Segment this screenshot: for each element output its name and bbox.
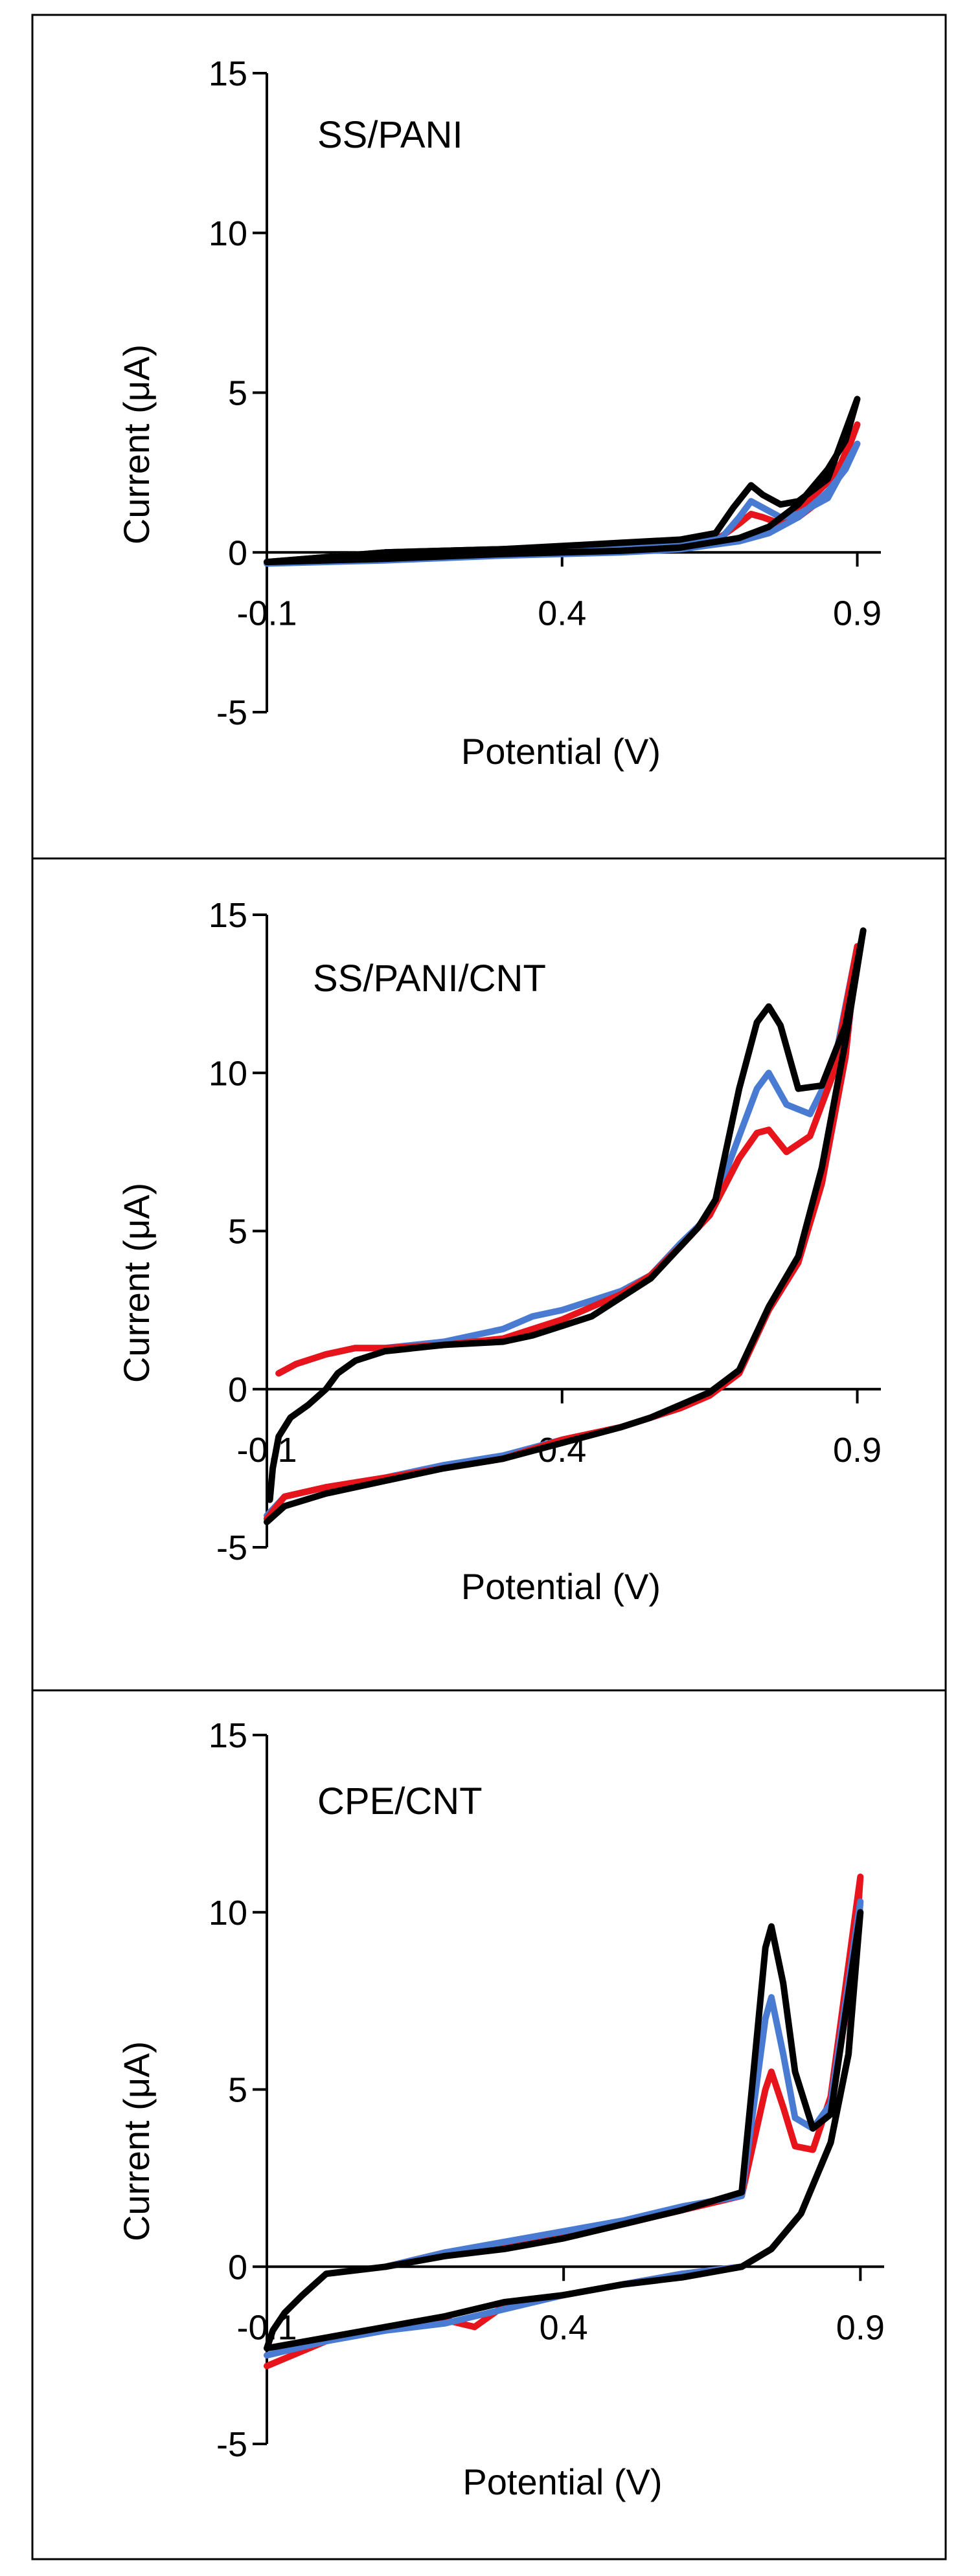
x-tick-label: 0.9 — [833, 1431, 882, 1470]
x-tick-label: 0.4 — [538, 594, 586, 633]
panel-2-title: SS/PANI/CNT — [313, 958, 546, 1000]
series-line-black — [264, 927, 867, 1525]
series-line-blue — [264, 1898, 864, 2359]
y-tick-label: 15 — [209, 896, 247, 935]
y-tick-label: 5 — [228, 374, 247, 413]
x-tick-label: 0.9 — [836, 2308, 885, 2347]
y-tick-label: 5 — [228, 2071, 247, 2110]
panel-1: SS/PANI -5 0 5 10 15 -0.1 0.4 0.9 Potential (V) C… — [31, 14, 947, 860]
x-tick-label: 0.4 — [540, 2308, 588, 2347]
x-tick-label: -0.1 — [236, 1431, 297, 1470]
y-tick-label: -5 — [216, 693, 247, 732]
x-tick-label: 0.9 — [833, 594, 882, 633]
y-tick-label: -5 — [216, 2425, 247, 2464]
x-axis-title: Potential (V) — [462, 2461, 662, 2502]
y-tick-label: 15 — [209, 54, 247, 93]
y-tick-label: 10 — [209, 214, 247, 253]
x-tick-label: -0.1 — [236, 594, 297, 633]
series-line-black — [264, 396, 861, 566]
panel-1-title: SS/PANI — [317, 114, 463, 156]
y-tick-label: 5 — [228, 1213, 247, 1251]
panel-3-title: CPE/CNT — [317, 1780, 483, 1822]
series-line-black — [264, 1909, 864, 2352]
x-axis-title: Potential (V) — [461, 1566, 661, 1607]
y-tick-label: 15 — [209, 1716, 247, 1755]
y-tick-label: 10 — [209, 1894, 247, 1932]
y-axis-title: Current (μA) — [116, 1183, 157, 1383]
panel-3-frame — [31, 1689, 947, 2560]
y-tick-label: -5 — [216, 1529, 247, 1567]
y-axis-title: Current (μA) — [116, 344, 157, 544]
x-axis-title: Potential (V) — [461, 731, 661, 772]
y-tick-label: 10 — [209, 1054, 247, 1093]
y-tick-label: 0 — [228, 533, 247, 572]
y-axis-title: Current (μA) — [116, 2041, 157, 2241]
series-line-red — [264, 421, 861, 566]
y-tick-label: 0 — [228, 2248, 247, 2287]
panel-1-plot: -5 0 5 10 15 -0.1 0.4 0.9 Potential (V) Current (… — [116, 54, 882, 772]
y-tick-label: 0 — [228, 1371, 247, 1409]
